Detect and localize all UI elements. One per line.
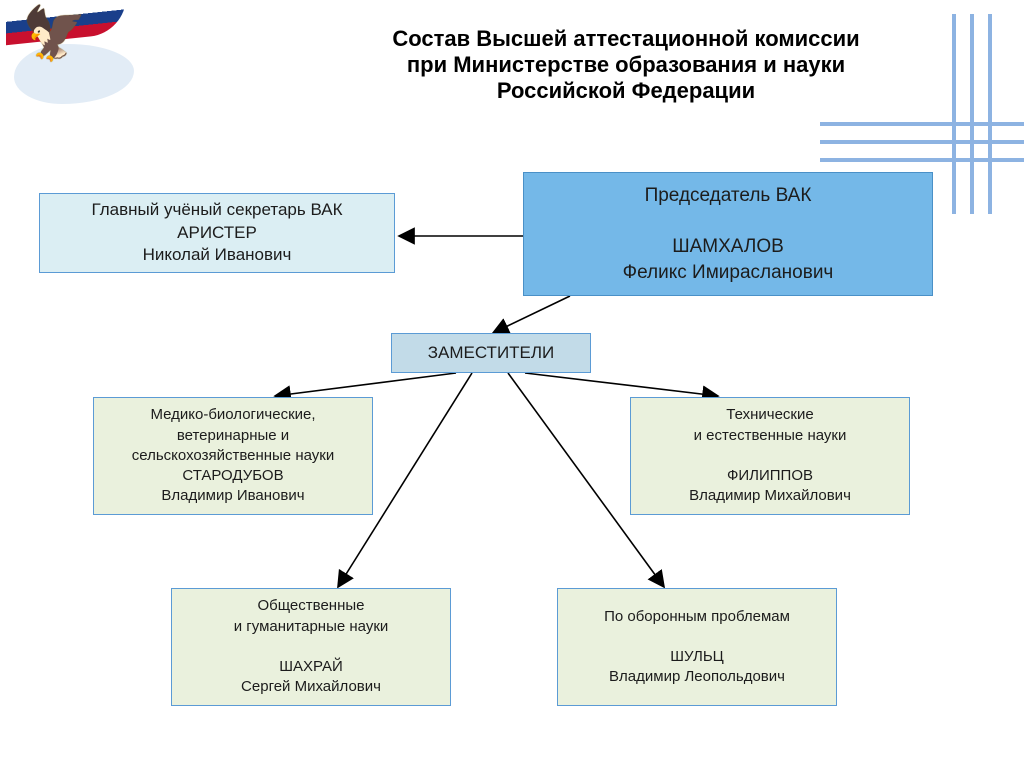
node-text-line: ШУЛЬЦ: [604, 647, 790, 667]
node-text-line: [689, 446, 851, 466]
slide: 🦅 Состав Высшей аттестационной комиссии …: [0, 0, 1024, 768]
node-text-line: [234, 637, 389, 657]
node-text-line: Главный учёный секретарь ВАК: [92, 199, 343, 222]
node-dep_defense: По оборонным проблемам ШУЛЬЦВладимир Лео…: [557, 588, 837, 706]
node-text-line: ветеринарные и: [132, 426, 334, 446]
emblem-logo: 🦅: [6, 4, 136, 119]
node-chairman: Председатель ВАК ШАМХАЛОВФеликс Имирасла…: [523, 172, 933, 296]
node-secretary: Главный учёный секретарь ВАКАРИСТЕРНикол…: [39, 193, 395, 273]
node-text-line: Технические: [689, 405, 851, 425]
node-text-line: [623, 208, 834, 234]
node-text-line: Феликс Имирасланович: [623, 260, 834, 286]
page-title: Состав Высшей аттестационной комиссии пр…: [346, 26, 906, 104]
node-dep_tech: Техническиеи естественные науки ФИЛИППОВ…: [630, 397, 910, 515]
node-dep_med: Медико-биологические,ветеринарные исельс…: [93, 397, 373, 515]
node-text-line: ЗАМЕСТИТЕЛИ: [428, 342, 555, 365]
node-text-line: Владимир Иванович: [132, 486, 334, 506]
eagle-icon: 🦅: [22, 8, 87, 60]
node-text-line: Николай Иванович: [92, 244, 343, 267]
node-text-line: По оборонным проблемам: [604, 607, 790, 627]
arrows-layer: [0, 0, 1024, 768]
node-text-line: ФИЛИППОВ: [689, 466, 851, 486]
node-text-line: ШАХРАЙ: [234, 657, 389, 677]
node-text-line: ШАМХАЛОВ: [623, 234, 834, 260]
node-text-line: АРИСТЕР: [92, 222, 343, 245]
title-line-1: Состав Высшей аттестационной комиссии: [346, 26, 906, 52]
edge-arrow: [525, 373, 718, 396]
node-text-line: Владимир Михайлович: [689, 486, 851, 506]
node-text-line: [604, 627, 790, 647]
node-text-line: сельскохозяйственные науки: [132, 446, 334, 466]
node-text-line: СТАРОДУБОВ: [132, 466, 334, 486]
edge-arrow: [275, 373, 456, 396]
node-text-line: Общественные: [234, 596, 389, 616]
node-dep_humanities: Общественныеи гуманитарные науки ШАХРАЙС…: [171, 588, 451, 706]
node-text-line: и естественные науки: [689, 426, 851, 446]
edge-arrow: [493, 296, 570, 333]
node-text-line: Владимир Леопольдович: [604, 667, 790, 687]
node-text-line: и гуманитарные науки: [234, 617, 389, 637]
node-deputies: ЗАМЕСТИТЕЛИ: [391, 333, 591, 373]
title-line-2: при Министерстве образования и науки: [346, 52, 906, 78]
title-line-3: Российской Федерации: [346, 78, 906, 104]
node-text-line: Медико-биологические,: [132, 405, 334, 425]
node-text-line: Председатель ВАК: [623, 183, 834, 209]
node-text-line: Сергей Михайлович: [234, 677, 389, 697]
